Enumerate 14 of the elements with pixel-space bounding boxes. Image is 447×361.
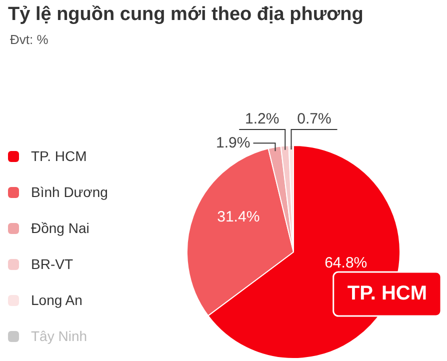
legend-label: Đồng Nai	[31, 220, 90, 236]
chart-subtitle: Đvt: %	[10, 32, 48, 47]
legend-label: Bình Dương	[31, 184, 108, 200]
data-label: 1.2%	[245, 110, 280, 128]
legend-label: TP. HCM	[31, 148, 87, 164]
legend-label: Tây Ninh	[31, 328, 88, 344]
legend-label: BR-VT	[31, 256, 73, 272]
chart-title: Tỷ lệ nguồn cung mới theo địa phương	[8, 4, 364, 26]
text: TP. HCM	[347, 282, 427, 305]
data-label: 1.9%	[216, 134, 250, 152]
data-label: 0.7%	[297, 110, 332, 128]
legend-label: Long An	[31, 292, 82, 308]
data-label: 64.8%	[324, 254, 368, 272]
data-label: 31.4%	[217, 208, 260, 226]
